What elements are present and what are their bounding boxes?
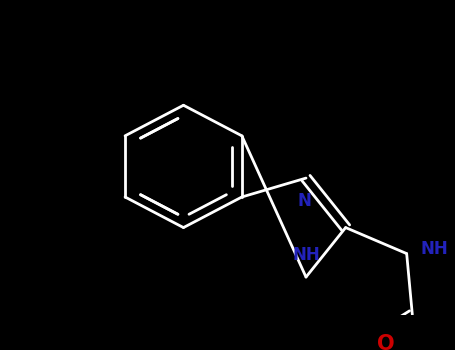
Text: NH: NH [292, 246, 320, 265]
Text: O: O [377, 334, 395, 350]
Text: NH: NH [420, 240, 448, 258]
Text: N: N [297, 193, 311, 210]
